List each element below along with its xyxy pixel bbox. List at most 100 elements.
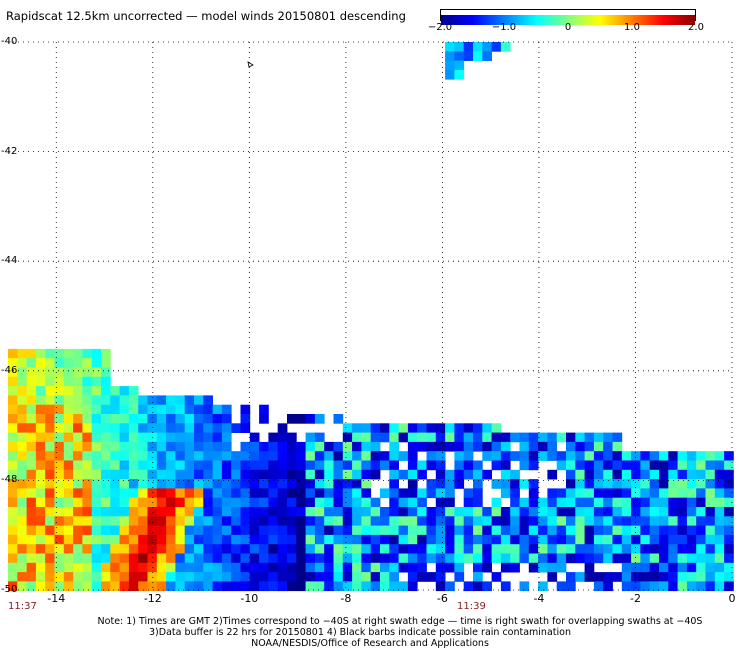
wind-cell: [649, 451, 660, 461]
wind-cell: [547, 534, 558, 545]
wind-cell: [17, 376, 27, 387]
wind-cell: [324, 488, 334, 499]
wind-cell: [314, 581, 325, 592]
wind-cell: [603, 544, 613, 554]
wind-cell: [686, 451, 697, 461]
wind-cell: [240, 572, 251, 582]
wind-cell: [17, 432, 27, 443]
wind-cell: [361, 572, 372, 582]
wind-cell: [82, 432, 93, 443]
wind-cell: [138, 562, 148, 573]
wind-cell: [259, 544, 269, 554]
wind-cell: [63, 358, 74, 368]
wind-cell: [287, 497, 297, 508]
wind-cell: [491, 572, 502, 582]
wind-cell: [259, 553, 269, 564]
wind-cell: [221, 534, 232, 545]
wind-cell: [26, 544, 37, 554]
wind-cell: [445, 432, 455, 443]
wind-cell: [352, 488, 362, 499]
wind-cell: [63, 386, 74, 396]
wind-cell: [528, 460, 539, 471]
latitude-label: -42: [1, 145, 18, 157]
wind-cell: [482, 544, 492, 554]
wind-cell: [566, 507, 576, 517]
wind-cell: [407, 469, 418, 480]
wind-cell: [584, 469, 595, 480]
wind-cell: [724, 488, 734, 499]
wind-cell: [91, 367, 102, 378]
wind-cell: [240, 534, 251, 545]
wind-cell: [361, 562, 372, 573]
wind-cell: [500, 534, 511, 545]
wind-cell: [138, 525, 148, 536]
wind-cell: [63, 507, 74, 517]
wind-cell: [612, 525, 623, 536]
wind-cell: [482, 553, 492, 564]
wind-cell: [91, 534, 102, 545]
wind-cell: [26, 414, 37, 424]
wind-cell: [203, 516, 213, 526]
wind-cell: [194, 432, 204, 443]
wind-cell: [500, 562, 511, 573]
wind-cell: [175, 562, 186, 573]
wind-cell: [370, 432, 381, 443]
wind-cell: [324, 469, 334, 480]
wind-cell: [296, 581, 306, 592]
wind-cell: [519, 441, 530, 452]
wind-cell: [277, 497, 288, 508]
colorbar-tick-label: 2.0: [688, 22, 704, 33]
wind-cell: [54, 516, 65, 526]
wind-cell: [603, 441, 613, 452]
wind-cell: [110, 488, 120, 499]
wind-cell: [277, 469, 288, 480]
wind-cell: [659, 488, 669, 499]
wind-cell: [593, 441, 604, 452]
wind-cell: [463, 581, 474, 592]
wind-cell: [156, 507, 167, 517]
wind-cell: [147, 581, 158, 592]
wind-cell: [194, 516, 204, 526]
wind-cell: [73, 562, 83, 573]
wind-cell: [640, 488, 651, 499]
wind-cell: [91, 376, 102, 387]
wind-cell: [361, 516, 372, 526]
wind-cell: [82, 469, 93, 480]
wind-cell: [677, 460, 688, 471]
wind-cell: [677, 562, 688, 573]
wind-cell: [91, 516, 102, 526]
wind-cell: [519, 534, 530, 545]
wind-cell: [333, 534, 344, 545]
wind-cell: [45, 544, 55, 554]
wind-cell: [194, 497, 204, 508]
wind-cell: [314, 507, 325, 517]
wind-cell: [91, 395, 102, 406]
wind-cell: [491, 423, 502, 433]
wind-cell: [426, 544, 437, 554]
wind-cell: [352, 432, 362, 443]
wind-cell: [370, 562, 381, 573]
wind-cell: [333, 488, 344, 499]
wind-cell: [426, 553, 437, 564]
wind-cell: [314, 562, 325, 573]
wind-cell: [82, 553, 93, 564]
wind-cell: [73, 441, 83, 452]
wind-cell: [138, 395, 148, 406]
wind-cell: [184, 451, 195, 461]
wind-cell: [454, 507, 465, 517]
wind-cell: [26, 386, 37, 396]
wind-cell: [538, 534, 548, 545]
wind-cell: [110, 404, 120, 415]
wind-cell: [435, 460, 446, 471]
wind-cell: [101, 525, 111, 536]
wind-cell: [463, 525, 474, 536]
wind-cell: [584, 534, 595, 545]
wind-cell: [73, 376, 83, 387]
wind-cell: [342, 572, 353, 582]
wind-cell: [556, 544, 567, 554]
wind-cell: [166, 451, 176, 461]
wind-cell: [240, 460, 251, 471]
wind-cell: [519, 525, 530, 536]
wind-cell: [110, 507, 120, 517]
wind-cell: [426, 534, 437, 545]
